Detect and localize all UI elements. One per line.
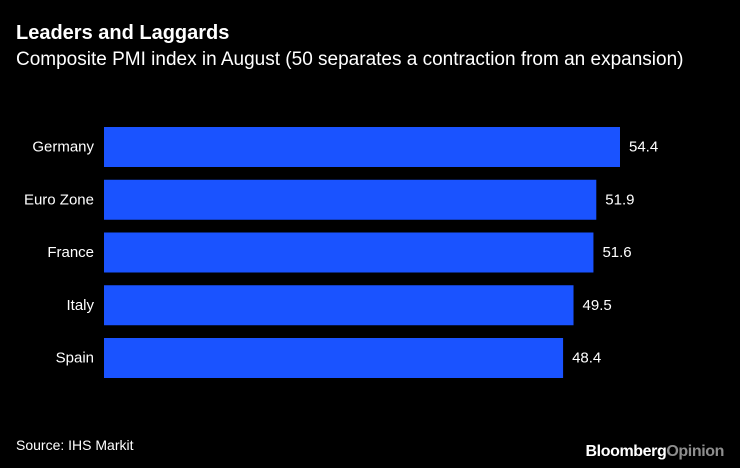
bar bbox=[104, 338, 564, 378]
bar bbox=[104, 127, 620, 167]
category-label: Italy bbox=[66, 297, 94, 314]
brand-logo-opinion: Opinion bbox=[666, 443, 724, 460]
bar bbox=[104, 285, 574, 326]
category-label: Euro Zone bbox=[24, 191, 94, 208]
value-label: 51.9 bbox=[605, 191, 634, 208]
brand-logo-bloomberg: Bloomberg bbox=[585, 443, 667, 460]
bar bbox=[104, 232, 594, 273]
brand-logo: BloombergOpinion bbox=[586, 442, 725, 462]
chart-subtitle: Composite PMI index in August (50 separa… bbox=[16, 49, 684, 70]
value-label: 54.4 bbox=[629, 139, 658, 156]
category-label: Germany bbox=[32, 139, 94, 156]
value-label: 51.6 bbox=[602, 244, 631, 261]
bar bbox=[104, 179, 597, 220]
source-note: Source: IHS Markit bbox=[16, 437, 134, 453]
bar-chart: Germany 54.4 Euro Zone 51.9 France 51.6 Italy 4… bbox=[24, 127, 658, 378]
value-label: 48.4 bbox=[572, 350, 601, 367]
category-label: Spain bbox=[56, 350, 94, 367]
value-label: 49.5 bbox=[583, 297, 612, 314]
bars-layer: Germany 54.4 Euro Zone 51.9 France 51.6 Italy 4… bbox=[24, 127, 658, 378]
category-label: France bbox=[47, 244, 94, 261]
chart-title: Leaders and Laggards bbox=[16, 22, 230, 44]
